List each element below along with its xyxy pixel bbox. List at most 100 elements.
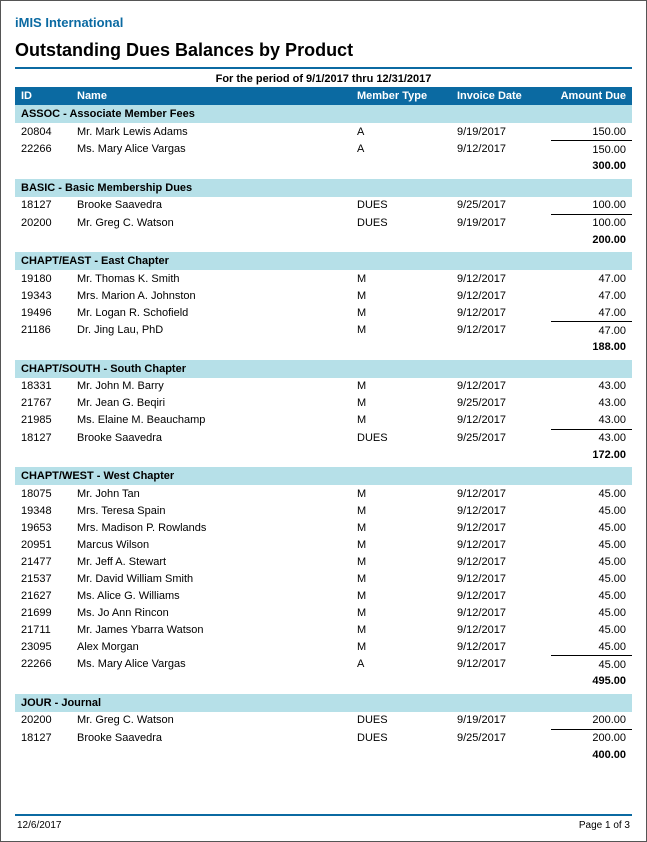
section-subtotal: 200.00 xyxy=(15,232,632,249)
subtotal-amount: 300.00 xyxy=(551,158,632,175)
cell-member-type: DUES xyxy=(351,729,451,747)
cell-invoice-date: 9/12/2017 xyxy=(451,485,551,502)
cell-member-type: M xyxy=(351,621,451,638)
cell-invoice-date: 9/25/2017 xyxy=(451,729,551,747)
cell-amount: 45.00 xyxy=(551,638,632,656)
table-row: 21537Mr. David William SmithM9/12/201745… xyxy=(15,570,632,587)
cell-member-type: M xyxy=(351,570,451,587)
subtotal-amount: 400.00 xyxy=(551,747,632,764)
cell-member-type: A xyxy=(351,141,451,159)
cell-name: Mrs. Madison P. Rowlands xyxy=(71,519,351,536)
section-header: JOUR - Journal xyxy=(15,694,632,712)
cell-member-type: M xyxy=(351,395,451,412)
table-row: 19348Mrs. Teresa SpainM9/12/201745.00 xyxy=(15,502,632,519)
period-range: For the period of 9/1/2017 thru 12/31/20… xyxy=(15,73,632,85)
cell-id: 23095 xyxy=(15,638,71,656)
cell-id: 21477 xyxy=(15,553,71,570)
subtotal-amount: 188.00 xyxy=(551,339,632,356)
cell-id: 21711 xyxy=(15,621,71,638)
cell-name: Mr. Logan R. Schofield xyxy=(71,304,351,322)
cell-amount: 150.00 xyxy=(551,123,632,141)
page-footer: 12/6/2017 Page 1 of 3 xyxy=(15,816,632,831)
section-subtotal: 495.00 xyxy=(15,673,632,690)
cell-amount: 150.00 xyxy=(551,141,632,159)
cell-name: Mr. Thomas K. Smith xyxy=(71,270,351,287)
cell-id: 19348 xyxy=(15,502,71,519)
cell-invoice-date: 9/12/2017 xyxy=(451,570,551,587)
cell-amount: 43.00 xyxy=(551,378,632,395)
cell-name: Mr. Jeff A. Stewart xyxy=(71,553,351,570)
cell-id: 20804 xyxy=(15,123,71,141)
table-row: 21699Ms. Jo Ann RinconM9/12/201745.00 xyxy=(15,604,632,621)
org-name: iMIS International xyxy=(15,15,632,30)
cell-invoice-date: 9/12/2017 xyxy=(451,378,551,395)
cell-amount: 45.00 xyxy=(551,621,632,638)
cell-invoice-date: 9/12/2017 xyxy=(451,322,551,340)
table-row: 21767Mr. Jean G. BeqiriM9/25/201743.00 xyxy=(15,395,632,412)
cell-name: Brooke Saavedra xyxy=(71,429,351,447)
cell-amount: 45.00 xyxy=(551,587,632,604)
report-title: Outstanding Dues Balances by Product xyxy=(15,40,632,61)
col-id: ID xyxy=(15,87,71,105)
col-member-type: Member Type xyxy=(351,87,451,105)
cell-name: Mr. Greg C. Watson xyxy=(71,712,351,730)
cell-member-type: M xyxy=(351,519,451,536)
cell-id: 20200 xyxy=(15,712,71,730)
section-header: CHAPT/SOUTH - South Chapter xyxy=(15,360,632,378)
cell-name: Mr. Greg C. Watson xyxy=(71,214,351,232)
section-header: ASSOC - Associate Member Fees xyxy=(15,105,632,123)
table-row: 22266Ms. Mary Alice VargasA9/12/201745.0… xyxy=(15,656,632,674)
cell-amount: 200.00 xyxy=(551,729,632,747)
table-row: 18127Brooke SaavedraDUES9/25/2017200.00 xyxy=(15,729,632,747)
cell-member-type: DUES xyxy=(351,712,451,730)
cell-id: 21985 xyxy=(15,412,71,430)
cell-member-type: M xyxy=(351,536,451,553)
cell-name: Ms. Mary Alice Vargas xyxy=(71,656,351,674)
cell-id: 18127 xyxy=(15,729,71,747)
cell-member-type: M xyxy=(351,304,451,322)
cell-amount: 45.00 xyxy=(551,553,632,570)
dues-table: ID Name Member Type Invoice Date Amount … xyxy=(15,87,632,767)
cell-id: 20951 xyxy=(15,536,71,553)
cell-invoice-date: 9/19/2017 xyxy=(451,214,551,232)
cell-amount: 200.00 xyxy=(551,712,632,730)
cell-id: 21627 xyxy=(15,587,71,604)
section-subtotal: 300.00 xyxy=(15,158,632,175)
cell-member-type: M xyxy=(351,378,451,395)
cell-id: 19496 xyxy=(15,304,71,322)
subtotal-amount: 495.00 xyxy=(551,673,632,690)
cell-invoice-date: 9/12/2017 xyxy=(451,553,551,570)
table-row: 21985Ms. Elaine M. BeauchampM9/12/201743… xyxy=(15,412,632,430)
cell-member-type: DUES xyxy=(351,214,451,232)
cell-invoice-date: 9/19/2017 xyxy=(451,712,551,730)
cell-invoice-date: 9/12/2017 xyxy=(451,536,551,553)
cell-member-type: M xyxy=(351,502,451,519)
cell-member-type: M xyxy=(351,412,451,430)
cell-invoice-date: 9/12/2017 xyxy=(451,412,551,430)
header-row: ID Name Member Type Invoice Date Amount … xyxy=(15,87,632,105)
footer-date: 12/6/2017 xyxy=(17,820,62,831)
cell-amount: 43.00 xyxy=(551,429,632,447)
cell-amount: 43.00 xyxy=(551,412,632,430)
section-header: CHAPT/EAST - East Chapter xyxy=(15,252,632,270)
cell-name: Ms. Alice G. Williams xyxy=(71,587,351,604)
cell-name: Mr. Mark Lewis Adams xyxy=(71,123,351,141)
cell-invoice-date: 9/12/2017 xyxy=(451,587,551,604)
cell-name: Mr. Jean G. Beqiri xyxy=(71,395,351,412)
cell-invoice-date: 9/25/2017 xyxy=(451,197,551,215)
cell-invoice-date: 9/12/2017 xyxy=(451,287,551,304)
cell-name: Brooke Saavedra xyxy=(71,197,351,215)
cell-id: 21537 xyxy=(15,570,71,587)
section-header-label: JOUR - Journal xyxy=(15,694,632,712)
cell-amount: 45.00 xyxy=(551,536,632,553)
section-header-label: CHAPT/SOUTH - South Chapter xyxy=(15,360,632,378)
table-row: 18075Mr. John TanM9/12/201745.00 xyxy=(15,485,632,502)
cell-amount: 45.00 xyxy=(551,604,632,621)
cell-invoice-date: 9/12/2017 xyxy=(451,270,551,287)
cell-id: 21699 xyxy=(15,604,71,621)
cell-name: Mrs. Teresa Spain xyxy=(71,502,351,519)
cell-id: 18127 xyxy=(15,197,71,215)
cell-name: Brooke Saavedra xyxy=(71,729,351,747)
cell-member-type: M xyxy=(351,322,451,340)
cell-member-type: DUES xyxy=(351,429,451,447)
